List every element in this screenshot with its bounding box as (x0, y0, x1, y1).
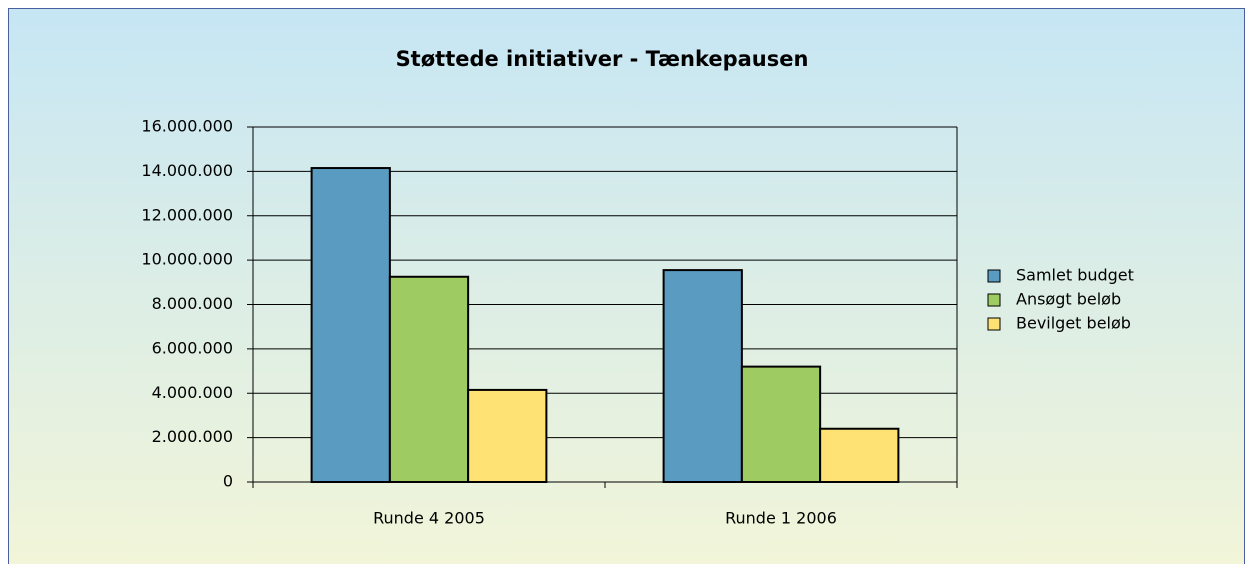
chart-frame (8, 8, 1245, 568)
legend-swatch (987, 269, 1001, 283)
x-tick-label: Runde 1 2006 (725, 509, 837, 528)
y-tick-label: 8.000.000 (152, 294, 233, 313)
legend-swatch (987, 293, 1001, 307)
y-tick-label: 14.000.000 (141, 161, 233, 180)
legend-label: Ansøgt beløb (1016, 290, 1121, 309)
x-tick-label: Runde 4 2005 (373, 509, 485, 528)
y-tick-label: 4.000.000 (152, 383, 233, 402)
y-tick-label: 16.000.000 (141, 117, 233, 136)
legend-label: Bevilget beløb (1016, 314, 1131, 333)
y-tick-label: 10.000.000 (141, 250, 233, 269)
y-tick-label: 0 (223, 472, 233, 491)
bar (662, 269, 743, 483)
legend-swatch (987, 317, 1001, 331)
bar (388, 275, 470, 483)
y-tick-label: 12.000.000 (141, 205, 233, 224)
bar (740, 365, 822, 483)
y-tick-label: 6.000.000 (152, 338, 233, 357)
bar (819, 427, 900, 483)
legend-label: Samlet budget (1016, 266, 1134, 285)
chart-title: Støttede initiativer - Tænkepausen (396, 47, 809, 71)
y-tick-label: 2.000.000 (152, 427, 233, 446)
bar (310, 167, 391, 483)
bar (467, 388, 548, 483)
